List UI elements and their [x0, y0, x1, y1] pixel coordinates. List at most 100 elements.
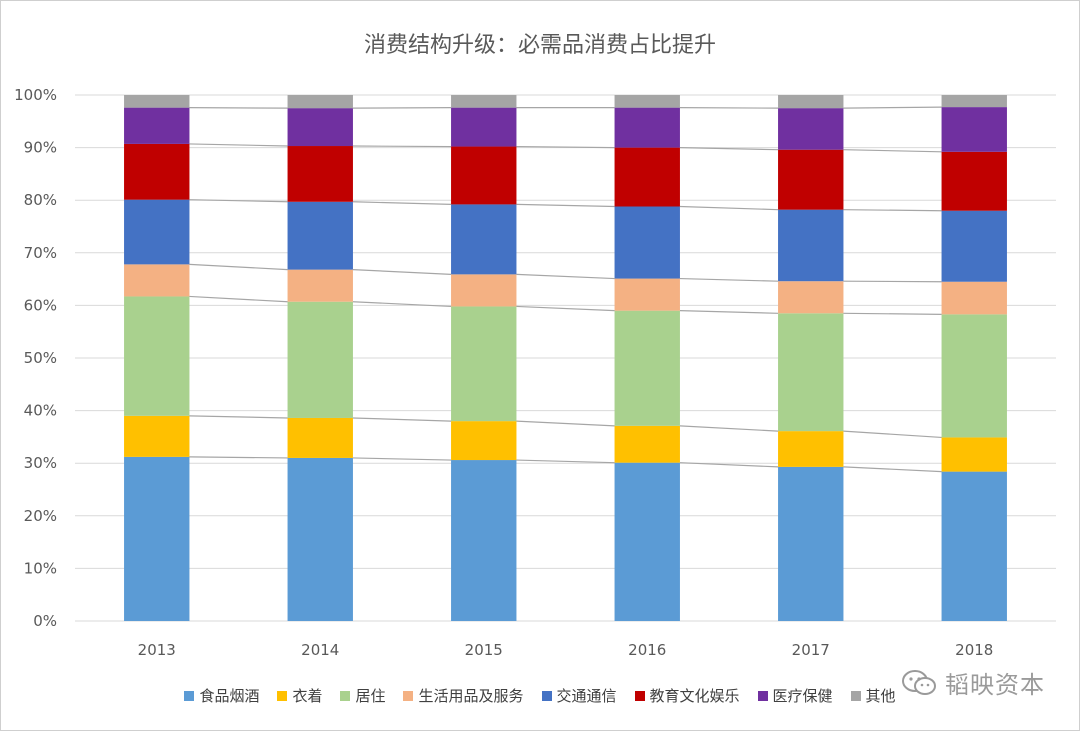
y-tick-label: 10%: [24, 559, 57, 577]
x-tick-label: 2018: [955, 641, 993, 659]
legend-item: 衣着: [277, 685, 322, 706]
series-line: [352, 269, 452, 275]
legend-label: 衣着: [292, 687, 323, 705]
bar-segment: [778, 313, 844, 432]
series-line: [189, 415, 288, 419]
legend-swatch: [757, 690, 768, 701]
bar-segment: [778, 108, 844, 150]
series-line: [843, 312, 942, 315]
legend-label: 交通通信: [556, 687, 617, 705]
bar-segment: [124, 264, 190, 297]
bar-segment: [941, 210, 1007, 282]
bar-segment: [451, 460, 517, 621]
bar-segment: [614, 425, 680, 463]
legend-label: 生活用品及服务: [418, 687, 524, 705]
series-line: [679, 205, 779, 211]
series-line: [843, 466, 942, 473]
bar-segment: [124, 296, 190, 416]
bar-segment: [451, 306, 517, 422]
series-line: [516, 459, 615, 464]
series-line: [352, 301, 452, 308]
bar-segment: [451, 146, 517, 205]
series-line: [516, 420, 615, 427]
bar-segment: [614, 206, 680, 279]
bar-segment: [287, 301, 353, 418]
x-tick-label: 2015: [465, 641, 503, 659]
y-tick-label: 0%: [33, 612, 57, 630]
bar-segment: [287, 146, 353, 202]
bar-segment: [124, 415, 190, 457]
x-tick-label: 2013: [138, 641, 176, 659]
x-tick-label: 2017: [792, 641, 830, 659]
legend-swatch: [541, 690, 552, 701]
legend-item: 生活用品及服务: [403, 685, 524, 706]
series-line: [679, 462, 779, 468]
series-line: [189, 456, 288, 459]
bar-segment: [614, 95, 680, 108]
bar-segment: [614, 462, 680, 621]
series-line: [352, 417, 452, 422]
series-line: [843, 280, 942, 283]
bar-segment: [287, 95, 353, 109]
y-tick-label: 60%: [24, 296, 57, 314]
bar-segment: [614, 147, 680, 207]
y-tick-label: 20%: [24, 507, 57, 525]
y-tick-label: 90%: [24, 139, 57, 157]
bar-segment: [124, 199, 190, 265]
legend-swatch: [340, 690, 351, 701]
bar-segment: [941, 281, 1007, 315]
bar-segment: [941, 107, 1007, 152]
bar-segment: [941, 471, 1007, 621]
bar-segment: [451, 421, 517, 461]
series-line: [843, 149, 942, 153]
bar-segment: [941, 95, 1007, 108]
bar-segment: [287, 417, 353, 458]
legend-label: 教育文化娱乐: [649, 687, 740, 705]
legend-swatch: [634, 690, 645, 701]
bar-segment: [124, 107, 190, 144]
series-line: [189, 143, 288, 147]
bar-segment: [941, 151, 1007, 211]
bar-segment: [778, 431, 844, 467]
y-tick-label: 70%: [24, 244, 57, 262]
y-tick-label: 30%: [24, 454, 57, 472]
series-line: [189, 107, 288, 109]
x-tick-label: 2016: [628, 641, 666, 659]
bar-segment: [778, 95, 844, 109]
series-line: [516, 145, 615, 149]
series-line: [189, 199, 288, 203]
bar-segment: [287, 457, 353, 621]
y-tick-label: 40%: [24, 402, 57, 420]
bar-segment: [451, 95, 517, 108]
series-lines: [189, 106, 942, 473]
axis-labels: 0% 10% 20% 30% 40% 50% 60% 70% 80% 90% 100% 2013 201…: [14, 86, 993, 659]
bar-segment: [778, 466, 844, 621]
legend-item: 医疗保健: [757, 685, 833, 706]
chart-title: 消费结构升级：必需品消费占比提升: [363, 33, 716, 58]
series-line: [516, 305, 615, 312]
bar-segment: [451, 274, 517, 307]
series-line: [352, 457, 452, 461]
bars: [124, 95, 1007, 621]
series-line: [679, 147, 779, 151]
legend-label: 其他: [865, 687, 896, 705]
series-line: [352, 145, 452, 148]
series-line: [679, 107, 779, 109]
bar-segment: [287, 201, 353, 270]
bar-segment: [614, 278, 680, 311]
legend-item: 居住: [340, 685, 385, 706]
legend-label: 食品烟酒: [199, 687, 260, 705]
wechat-icon: [902, 669, 936, 695]
bar-segment: [124, 95, 190, 108]
bar-segment: [124, 143, 190, 200]
bar-segment: [778, 209, 844, 282]
legend-swatch: [403, 690, 414, 701]
watermark: 韬映资本: [901, 665, 1045, 700]
gridlines: [75, 94, 1056, 622]
bar-segment: [451, 107, 517, 147]
bar-segment: [614, 310, 680, 426]
legend-item: 交通通信: [541, 685, 617, 706]
bar-segment: [941, 314, 1007, 438]
